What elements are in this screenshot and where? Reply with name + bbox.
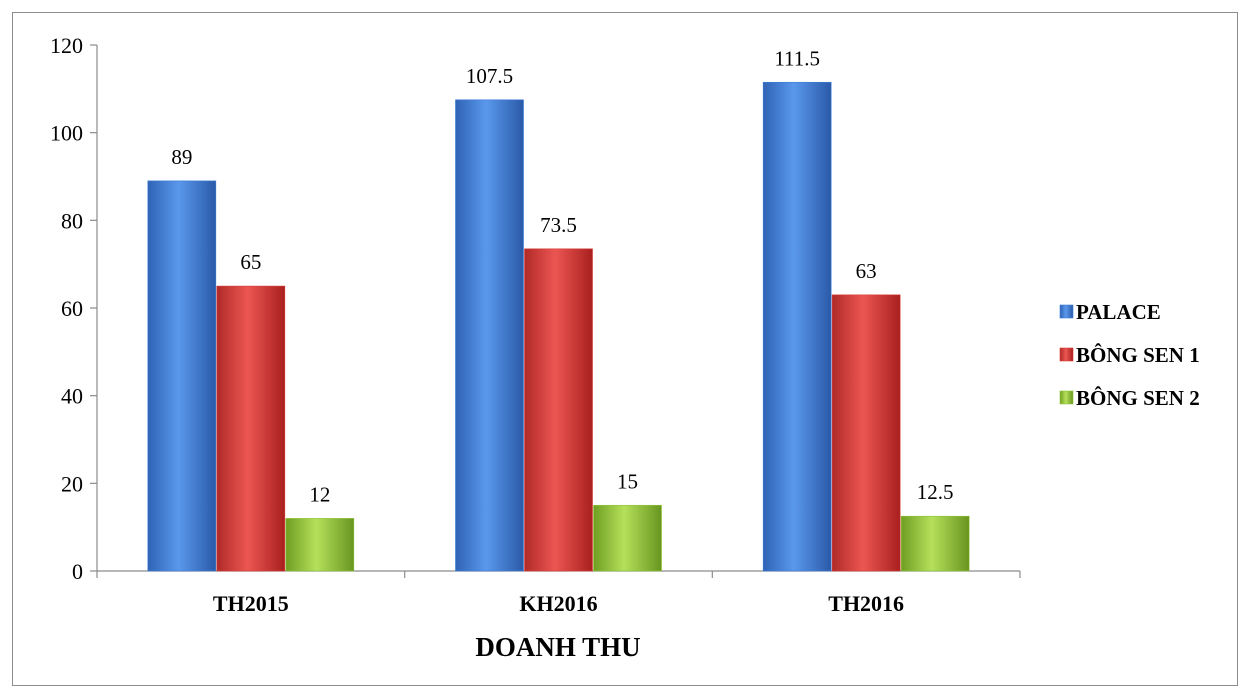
legend-label: BÔNG SEN 2: [1076, 386, 1200, 410]
bar-palace-th2015: [147, 180, 217, 572]
legend-swatch-bông-sen-1: [1059, 347, 1074, 362]
x-category-label: KH2016: [519, 591, 597, 616]
data-label: 73.5: [540, 213, 577, 237]
data-label: 15: [617, 469, 638, 493]
bar-bông-sen-2-th2015: [285, 518, 355, 572]
bar-bông-sen-1-th2016: [831, 294, 901, 572]
bar-bông-sen-2-th2016: [900, 515, 970, 572]
bar-bông-sen-1-kh2016: [524, 248, 593, 572]
bar-palace-th2016: [762, 81, 832, 572]
legend-label: BÔNG SEN 1: [1076, 343, 1200, 367]
x-axis-title: DOANH THU: [475, 632, 640, 662]
y-tick-label: 0: [72, 559, 83, 584]
data-label: 65: [240, 250, 261, 274]
data-labels: 89 65 12 107.5 73.5 15 111.5 63 12.5: [171, 46, 953, 506]
data-label: 89: [171, 145, 192, 169]
y-tick-label: 120: [50, 33, 83, 58]
legend: PALACE BÔNG SEN 1 BÔNG SEN 2: [1059, 300, 1200, 410]
data-label: 12.5: [917, 480, 954, 504]
legend-label: PALACE: [1076, 300, 1161, 324]
y-tick-label: 80: [61, 208, 83, 233]
bar-bông-sen-1-th2015: [216, 285, 286, 572]
y-tick-label: 100: [50, 121, 83, 146]
legend-swatch-bông-sen-2: [1059, 390, 1074, 405]
bars: [147, 81, 970, 572]
bar-palace-kh2016: [455, 99, 524, 572]
chart-frame: [12, 12, 1238, 686]
y-tick-label: 60: [61, 296, 83, 321]
data-label: 111.5: [774, 46, 820, 70]
x-category-label: TH2016: [828, 591, 904, 616]
legend-swatch-palace: [1059, 304, 1074, 319]
data-label: 63: [856, 259, 877, 283]
data-label: 107.5: [466, 64, 513, 88]
x-category-label: TH2015: [213, 591, 289, 616]
data-label: 12: [309, 482, 330, 506]
bar-bông-sen-2-kh2016: [593, 504, 662, 572]
y-tick-label: 40: [61, 384, 83, 409]
y-tick-label: 20: [61, 471, 83, 496]
